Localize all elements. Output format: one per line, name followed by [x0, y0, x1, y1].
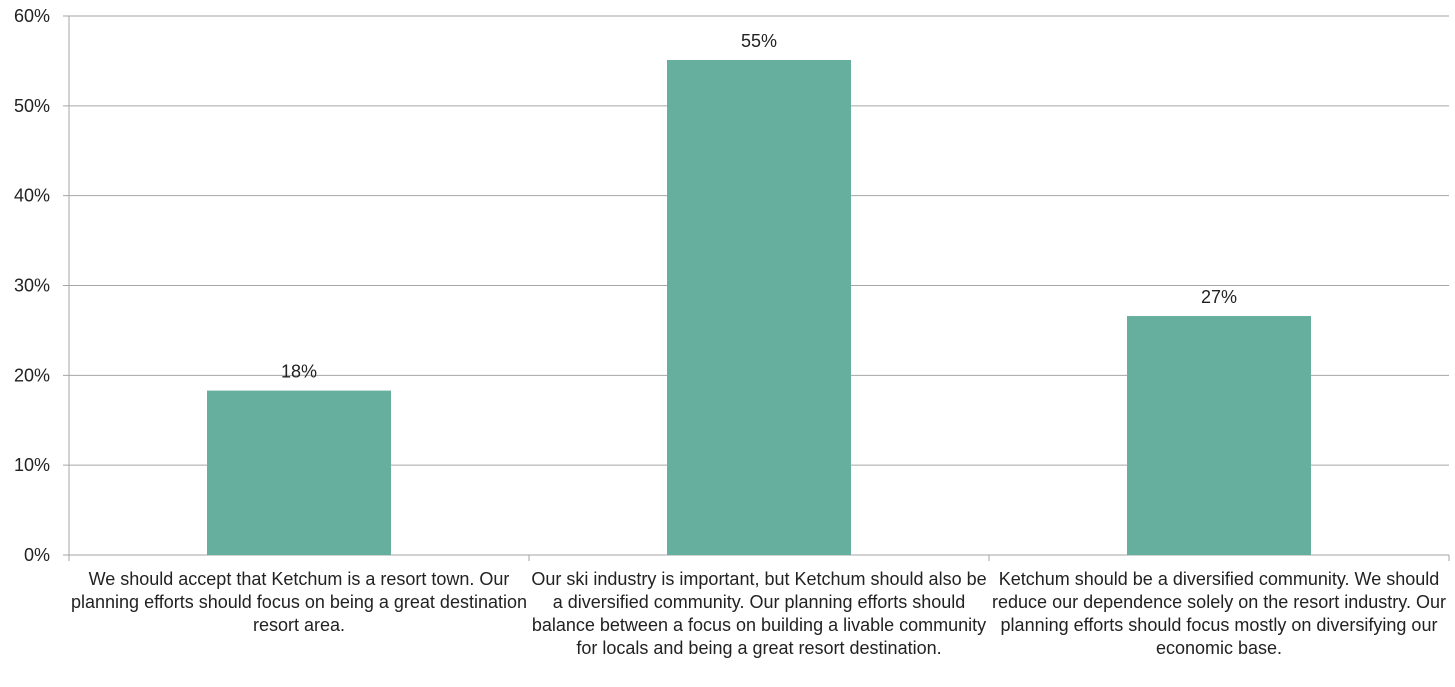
y-tick-label: 10% — [14, 455, 50, 475]
y-tick-label: 50% — [14, 96, 50, 116]
data-label: 55% — [741, 31, 777, 51]
data-label: 27% — [1201, 287, 1237, 307]
category-label-balanced: Our ski industry is important, but Ketch… — [531, 569, 987, 658]
category-label-resort-town: We should accept that Ketchum is a resor… — [71, 569, 527, 635]
bar — [207, 390, 391, 555]
y-tick-label: 60% — [14, 6, 50, 26]
bar — [1127, 316, 1311, 555]
category-label-diversified: Ketchum should be a diversified communit… — [992, 569, 1446, 658]
y-tick-label: 40% — [14, 186, 50, 206]
y-tick-label: 30% — [14, 276, 50, 296]
y-tick-label: 20% — [14, 365, 50, 385]
bar — [667, 60, 851, 555]
data-label: 18% — [281, 362, 317, 382]
y-tick-label: 0% — [24, 545, 50, 565]
